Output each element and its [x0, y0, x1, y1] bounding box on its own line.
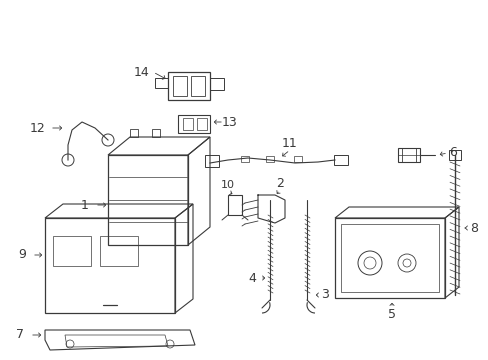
Bar [333, 155, 347, 165]
Bar [183, 118, 193, 130]
Text: 6: 6 [448, 145, 456, 158]
Bar [265, 156, 273, 162]
Bar [340, 224, 438, 292]
Text: 11: 11 [282, 136, 297, 149]
Bar [334, 218, 444, 298]
Bar [100, 236, 138, 266]
Text: 3: 3 [321, 288, 328, 302]
Text: 2: 2 [276, 176, 284, 189]
Bar [397, 148, 419, 162]
Text: 7: 7 [16, 328, 24, 342]
Bar [227, 195, 242, 215]
Bar [293, 156, 302, 162]
Text: 1: 1 [81, 198, 89, 212]
Bar [155, 78, 168, 88]
Bar [178, 115, 209, 133]
Bar [108, 155, 187, 245]
Bar [197, 118, 206, 130]
Text: 9: 9 [18, 248, 26, 261]
Bar [53, 236, 91, 266]
Text: 4: 4 [247, 271, 255, 284]
Bar [241, 156, 248, 162]
Bar [173, 76, 186, 96]
Bar [448, 150, 460, 160]
Text: 5: 5 [387, 309, 395, 321]
Bar [45, 218, 175, 313]
Text: 13: 13 [222, 116, 237, 129]
Bar [168, 72, 209, 100]
Text: 10: 10 [221, 180, 235, 190]
Text: 8: 8 [469, 221, 477, 234]
Text: 12: 12 [30, 122, 46, 135]
Bar [209, 78, 224, 90]
Bar [401, 148, 415, 162]
Bar [204, 155, 219, 167]
Text: 14: 14 [134, 66, 149, 78]
Bar [191, 76, 204, 96]
